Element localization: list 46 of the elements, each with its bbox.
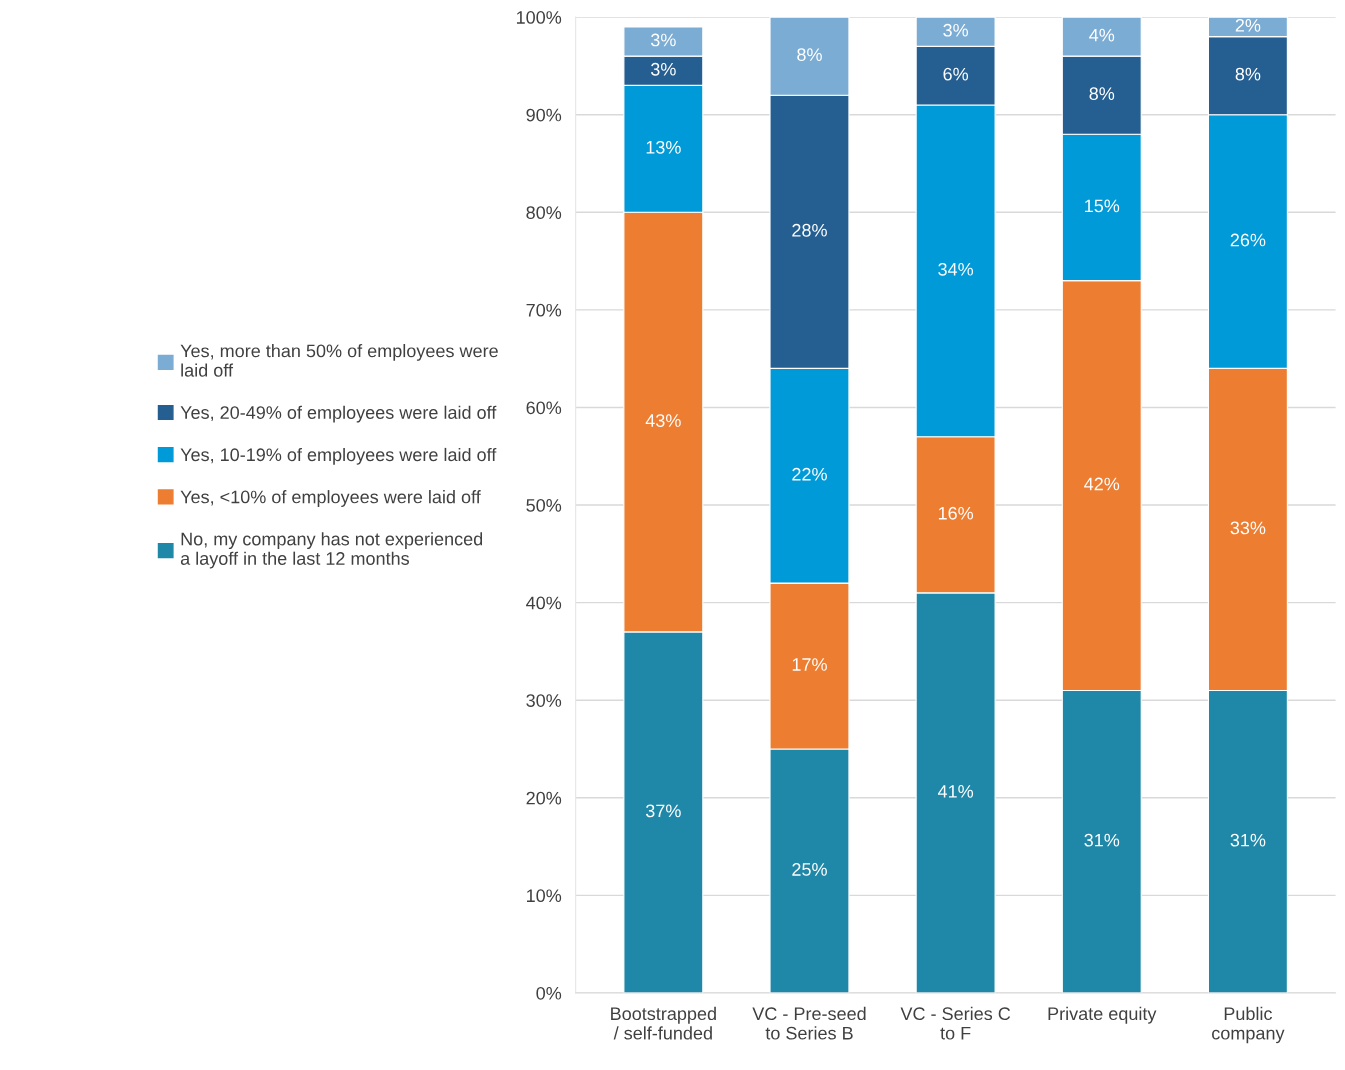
data-label: 2% (1235, 18, 1261, 32)
data-label: 6% (943, 67, 969, 81)
data-label: 16% (938, 506, 974, 520)
y-tick-label: 30% (526, 694, 562, 707)
data-label: 31% (1084, 833, 1120, 847)
y-tick-label: 20% (526, 791, 562, 805)
data-label: 42% (1084, 477, 1120, 491)
data-label: 4% (1089, 28, 1115, 42)
data-label: 8% (1089, 87, 1115, 101)
y-tick-label: 0% (536, 986, 562, 1000)
data-label: 43% (645, 414, 681, 427)
y-tick-label: 90% (526, 108, 562, 122)
x-tick-label: Private equity (1048, 1006, 1157, 1024)
data-label: 34% (938, 262, 974, 276)
x-tick-label: VC - Pre-seed to Series B (752, 1006, 866, 1040)
data-label: 31% (1230, 833, 1266, 847)
data-label: 3% (650, 62, 676, 76)
y-tick-label: 60% (526, 401, 562, 415)
data-label: 26% (1230, 233, 1266, 247)
data-label: 25% (792, 863, 827, 876)
legend-label: Yes, <10% of employees were laid off (180, 490, 481, 507)
y-tick-label: 40% (526, 596, 562, 610)
data-label: 37% (645, 804, 681, 818)
y-tick-label: 10% (527, 889, 562, 903)
data-label: 13% (646, 140, 681, 154)
data-label: 3% (943, 23, 969, 37)
data-label: 22% (792, 467, 827, 481)
data-label: 17% (792, 658, 827, 671)
legend-label: Yes, 20-49% of employees were laid off (180, 405, 497, 423)
data-label: 3% (650, 33, 676, 47)
data-label: 28% (792, 223, 827, 237)
y-tick-label: 80% (526, 206, 562, 220)
data-label: 33% (1230, 521, 1266, 535)
data-label: 41% (937, 785, 974, 798)
x-tick-label: Bootstrapped / self-funded (611, 1006, 716, 1040)
legend-label: Yes, 10-19% of employees were laid off (180, 447, 497, 465)
data-label: 8% (797, 48, 822, 61)
y-tick-label: 100% (516, 11, 562, 24)
x-tick-label: VC - Series C to F (900, 1006, 1011, 1040)
data-label: 15% (1085, 199, 1120, 213)
legend-label: Yes, more than 50% of employees were laid off (180, 344, 498, 377)
x-tick-label: Public company (1212, 1006, 1285, 1044)
legend-label: No, my company has not experienced a layoff in the last 12 months (180, 532, 483, 569)
y-tick-label: 50% (526, 498, 562, 512)
y-tick-label: 70% (526, 303, 562, 317)
data-label: 8% (1235, 67, 1261, 81)
